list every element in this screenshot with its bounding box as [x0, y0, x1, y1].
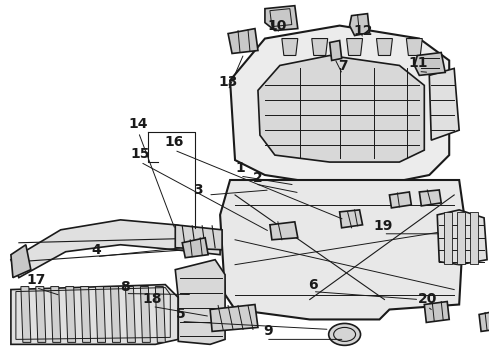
Polygon shape — [444, 212, 452, 264]
Polygon shape — [11, 245, 31, 278]
Text: 9: 9 — [263, 324, 273, 338]
Polygon shape — [470, 212, 478, 264]
Ellipse shape — [287, 236, 342, 274]
Text: 7: 7 — [338, 59, 347, 73]
Polygon shape — [376, 39, 392, 55]
Text: 15: 15 — [131, 147, 150, 161]
Polygon shape — [175, 260, 225, 345]
Text: 5: 5 — [176, 307, 186, 321]
Polygon shape — [21, 287, 31, 342]
Text: 3: 3 — [194, 183, 203, 197]
Polygon shape — [36, 287, 46, 342]
Polygon shape — [175, 225, 222, 250]
Polygon shape — [182, 238, 208, 258]
Polygon shape — [228, 28, 258, 54]
Ellipse shape — [34, 310, 48, 319]
Polygon shape — [141, 287, 150, 342]
Ellipse shape — [373, 240, 416, 270]
Polygon shape — [406, 39, 422, 55]
Polygon shape — [437, 210, 487, 265]
Polygon shape — [51, 287, 61, 342]
Polygon shape — [270, 222, 298, 240]
Polygon shape — [429, 68, 459, 140]
Polygon shape — [312, 39, 328, 55]
Polygon shape — [155, 287, 165, 342]
Text: 10: 10 — [267, 19, 287, 33]
Polygon shape — [415, 53, 445, 75]
Polygon shape — [210, 305, 258, 332]
Text: 19: 19 — [374, 219, 393, 233]
Polygon shape — [340, 210, 363, 228]
Text: 16: 16 — [165, 135, 184, 149]
Polygon shape — [265, 6, 298, 31]
Text: 12: 12 — [354, 23, 373, 37]
Polygon shape — [230, 26, 449, 185]
Ellipse shape — [84, 310, 98, 319]
Polygon shape — [111, 287, 121, 342]
Polygon shape — [349, 14, 369, 36]
Polygon shape — [96, 287, 105, 342]
Polygon shape — [282, 39, 298, 55]
Polygon shape — [346, 39, 363, 55]
Text: 4: 4 — [92, 243, 101, 257]
Text: 14: 14 — [129, 117, 148, 131]
Polygon shape — [457, 212, 465, 264]
Polygon shape — [11, 285, 178, 345]
Text: 6: 6 — [308, 278, 318, 292]
Text: 20: 20 — [417, 292, 437, 306]
Polygon shape — [390, 192, 412, 208]
Polygon shape — [11, 220, 220, 278]
Polygon shape — [330, 41, 342, 60]
Text: 13: 13 — [219, 75, 238, 89]
Polygon shape — [220, 180, 464, 319]
Text: 8: 8 — [121, 280, 130, 294]
Text: 18: 18 — [143, 292, 162, 306]
Text: 17: 17 — [26, 273, 46, 287]
Polygon shape — [258, 55, 424, 162]
Text: 1: 1 — [235, 161, 245, 175]
Polygon shape — [419, 190, 441, 206]
Polygon shape — [424, 302, 449, 323]
Polygon shape — [81, 287, 91, 342]
Polygon shape — [66, 287, 75, 342]
Polygon shape — [479, 311, 490, 332]
Text: 11: 11 — [409, 57, 428, 71]
Ellipse shape — [133, 310, 147, 319]
Text: 2: 2 — [253, 171, 263, 185]
Polygon shape — [125, 287, 135, 342]
Ellipse shape — [329, 323, 361, 345]
